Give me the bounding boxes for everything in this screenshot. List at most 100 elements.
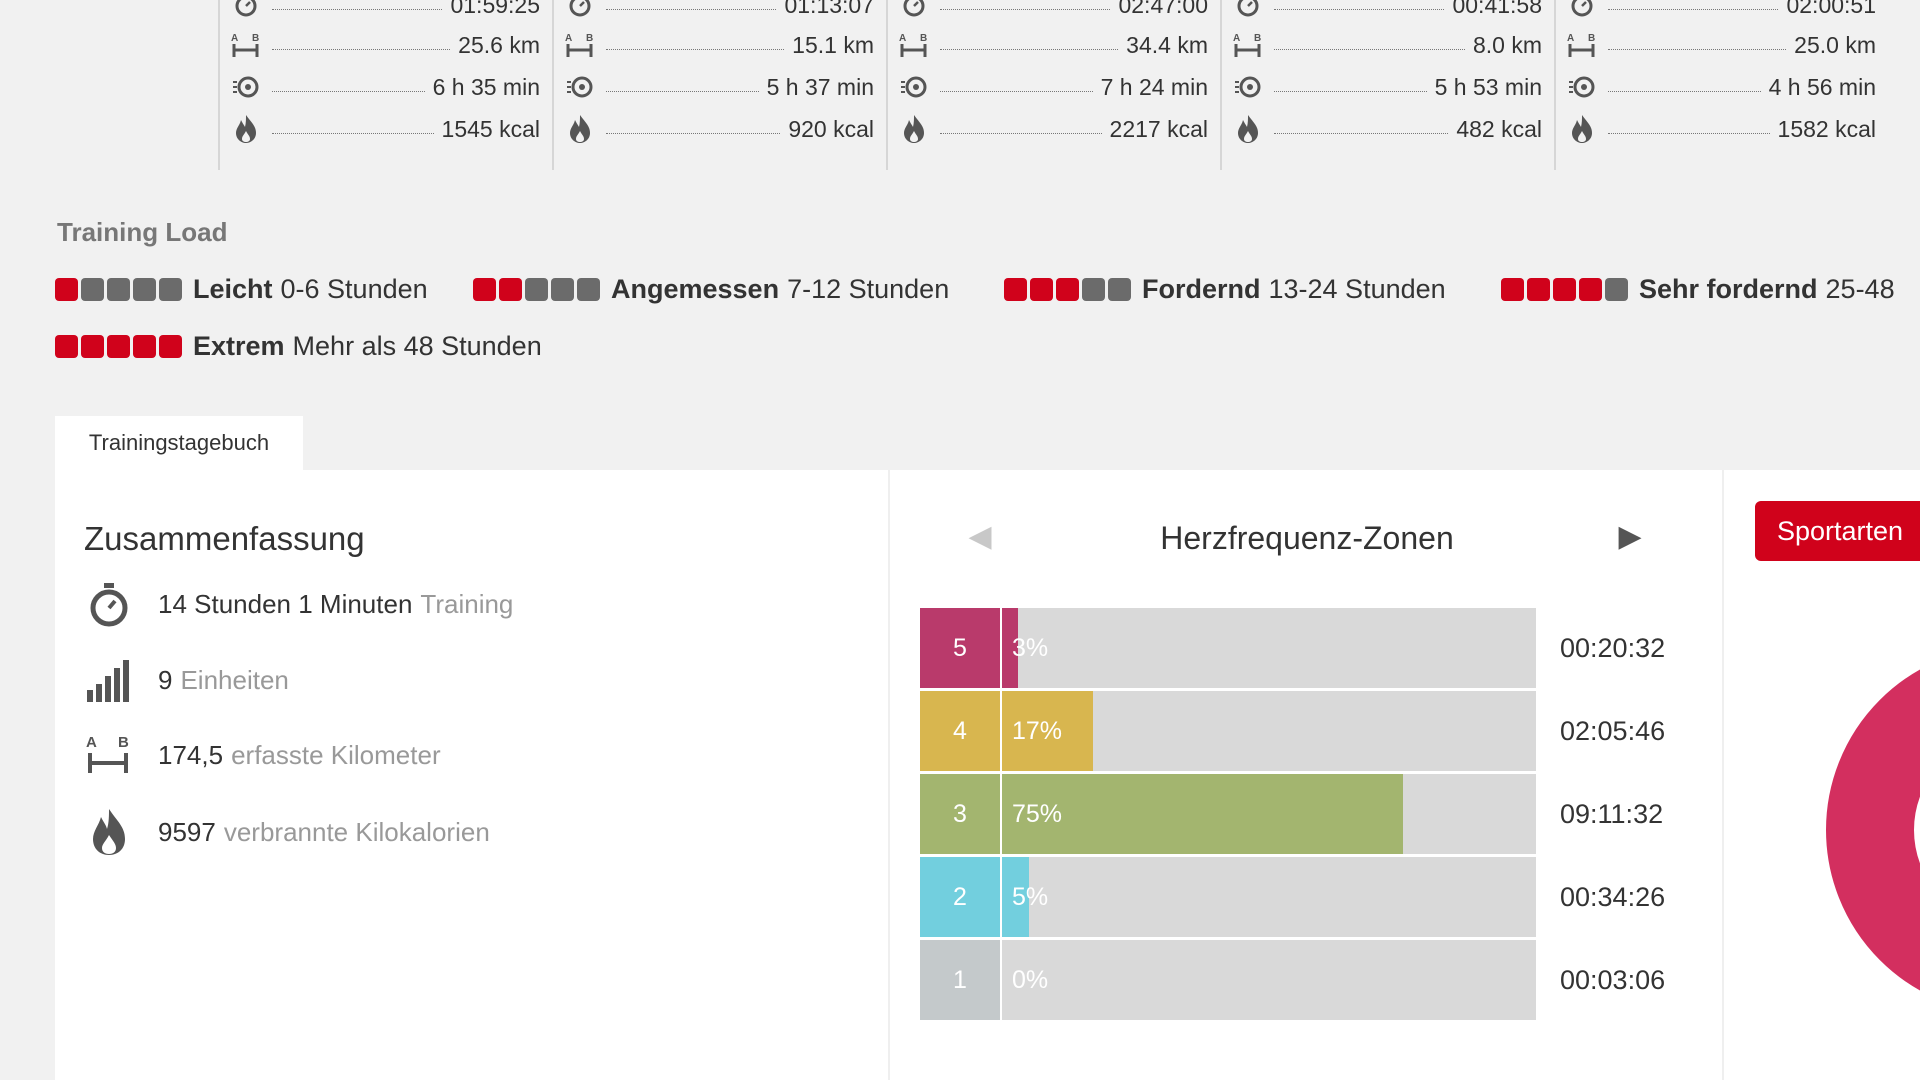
sports-donut-slice (1826, 670, 1920, 990)
stat-row-duration: 5 h 53 min (1230, 72, 1542, 102)
summary-kcal-value: 9597 (158, 816, 216, 847)
svg-text:B: B (1588, 33, 1595, 44)
svg-text:B: B (920, 33, 927, 44)
flame-icon (896, 114, 932, 144)
dot-leader (272, 8, 443, 10)
stat-row-distance: A B 34.4 km (896, 30, 1208, 60)
stat-value-duration: 6 h 35 min (432, 73, 540, 100)
bar-chart-icon (84, 655, 134, 705)
duration-icon (562, 72, 598, 102)
duration-icon (228, 72, 264, 102)
stat-row-calories: 1582 kcal (1564, 114, 1876, 144)
stat-value-calories: 1545 kcal (441, 115, 540, 142)
load-square (1004, 278, 1027, 301)
dot-leader (1608, 90, 1761, 92)
svg-text:A: A (1233, 33, 1240, 44)
stat-row-calories: 920 kcal (562, 114, 874, 144)
stat-row-calories: 1545 kcal (228, 114, 540, 144)
hr-zone-bar (1002, 857, 1029, 937)
stat-row-distance: A B 25.0 km (1564, 30, 1876, 60)
load-square (1108, 278, 1131, 301)
summary-kcal-row: 9597 verbrannte Kilokalorien (84, 807, 490, 857)
hr-zone-row: 1 0% 00:03:06 (920, 940, 1674, 1020)
panel-divider (1722, 470, 1724, 1080)
stat-value-distance: 15.1 km (792, 31, 874, 58)
stat-value-calories: 920 kcal (788, 115, 874, 142)
svg-text:A: A (231, 33, 238, 44)
load-level-range: 25-48 (1825, 274, 1895, 304)
hr-zone-track (1002, 857, 1536, 937)
stat-row-time: 01:13:07 (562, 0, 874, 20)
stat-row-time: 00:41:58 (1230, 0, 1542, 20)
stat-value-distance: 8.0 km (1472, 31, 1542, 58)
training-load-level: Leicht 0-6 Stunden (55, 274, 428, 305)
summary-units-row: 9 Einheiten (84, 655, 289, 705)
duration-icon (1230, 72, 1266, 102)
load-square (107, 335, 130, 358)
hr-zone-track (1002, 608, 1536, 688)
sportarten-button[interactable]: Sportarten (1755, 501, 1920, 561)
hr-zone-track (1002, 691, 1536, 771)
svg-text:B: B (586, 33, 593, 44)
load-level-name: Extrem (193, 331, 285, 361)
flame-icon (1230, 114, 1266, 144)
hr-zone-number: 4 (920, 691, 1000, 771)
load-level-range: 0-6 Stunden (280, 274, 428, 304)
stat-row-time: 02:00:51 (1564, 0, 1876, 20)
load-level-range: 13-24 Stunden (1268, 274, 1446, 304)
stat-column: 01:13:07 A B 15.1 km 5 h 37 min 920 kcal (552, 0, 886, 170)
dot-leader (606, 8, 777, 10)
load-square (81, 278, 104, 301)
stat-column: 02:47:00 A B 34.4 km 7 h 24 min 2217 kcal (886, 0, 1220, 170)
hr-zone-row: 3 75% 09:11:32 (920, 774, 1674, 854)
svg-text:A: A (899, 33, 906, 44)
hr-zone-number: 2 (920, 857, 1000, 937)
stopwatch-icon (562, 0, 598, 20)
load-square (1082, 278, 1105, 301)
stat-row-duration: 4 h 56 min (1564, 72, 1876, 102)
hr-prev-arrow-icon[interactable]: ◀ (968, 519, 992, 553)
dot-leader (272, 132, 434, 134)
duration-icon (896, 72, 932, 102)
stat-value-duration: 4 h 56 min (1768, 73, 1876, 100)
stopwatch-icon (896, 0, 932, 20)
load-square (1579, 278, 1602, 301)
stat-value-duration: 5 h 37 min (766, 73, 874, 100)
stat-value-calories: 1582 kcal (1777, 115, 1876, 142)
load-square (499, 278, 522, 301)
svg-text:A: A (86, 734, 97, 751)
load-square (1553, 278, 1576, 301)
stat-value-time: 02:00:51 (1786, 0, 1876, 18)
hr-next-arrow-icon[interactable]: ▶ (1618, 519, 1642, 553)
hr-zone-row: 4 17% 02:05:46 (920, 691, 1674, 771)
load-square (1605, 278, 1628, 301)
hr-zone-number: 5 (920, 608, 1000, 688)
stopwatch-icon (1230, 0, 1266, 20)
stat-value-time: 01:13:07 (784, 0, 874, 18)
stat-row-calories: 482 kcal (1230, 114, 1542, 144)
stat-row-time: 02:47:00 (896, 0, 1208, 20)
flame-icon (1564, 114, 1600, 144)
stat-value-distance: 25.0 km (1794, 31, 1876, 58)
training-load-level: Fordernd 13-24 Stunden (1004, 274, 1446, 305)
summary-units-label: Einheiten (180, 664, 289, 695)
hr-zone-percent: 17% (1012, 716, 1063, 745)
dot-leader (1274, 132, 1449, 134)
stat-column: 02:00:51 A B 25.0 km 4 h 56 min 1582 kcal (1554, 0, 1888, 170)
stat-value-duration: 7 h 24 min (1100, 73, 1208, 100)
sports-donut-chart (1826, 670, 1920, 990)
load-square (473, 278, 496, 301)
hr-zone-row: 5 3% 00:20:32 (920, 608, 1674, 688)
stat-value-calories: 482 kcal (1456, 115, 1542, 142)
stat-row-duration: 5 h 37 min (562, 72, 874, 102)
hr-zone-time: 00:20:32 (1560, 632, 1666, 663)
tab-trainingstagebuch[interactable]: Trainingstagebuch (55, 416, 303, 470)
load-square (107, 278, 130, 301)
summary-units-value: 9 (158, 664, 173, 695)
svg-text:B: B (1254, 33, 1261, 44)
